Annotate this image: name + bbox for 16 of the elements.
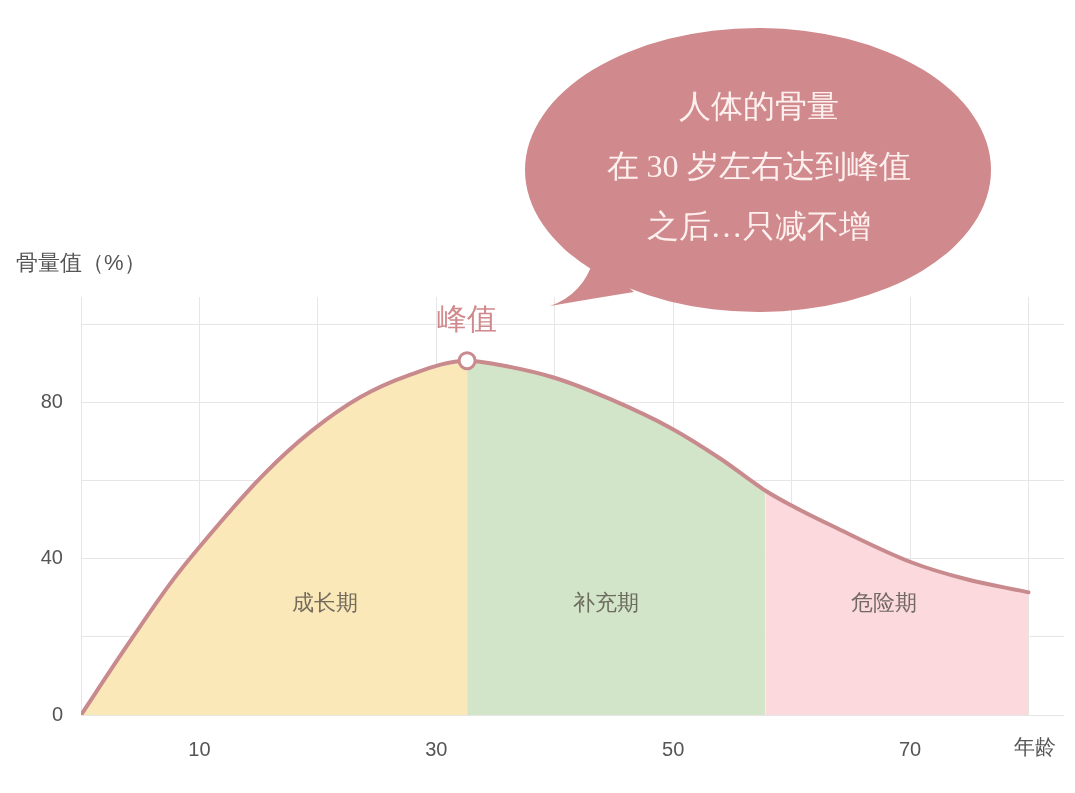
series-label: 危险期 xyxy=(851,590,918,616)
y-tick-label: 80 xyxy=(40,389,63,412)
x-tick-label: 50 xyxy=(662,737,685,760)
text: 人体的骨量 xyxy=(677,87,840,126)
y-tick-label: 0 xyxy=(51,702,63,725)
x-axis-title: 年龄 xyxy=(1014,734,1056,758)
y-tick-label: 40 xyxy=(40,546,63,569)
y-axis-title: 骨量值（%） xyxy=(16,250,146,276)
text: 在 30 岁左右达到峰值 xyxy=(605,147,912,186)
series-label: 补充期 xyxy=(573,590,640,616)
x-tick-label: 30 xyxy=(425,737,448,760)
x-tick-label: 70 xyxy=(898,737,922,760)
text: 之后…只减不增 xyxy=(645,207,872,246)
series-label: 成长期 xyxy=(291,590,358,616)
annotation: 峰值 xyxy=(437,301,498,335)
x-tick-label: 10 xyxy=(188,737,211,760)
